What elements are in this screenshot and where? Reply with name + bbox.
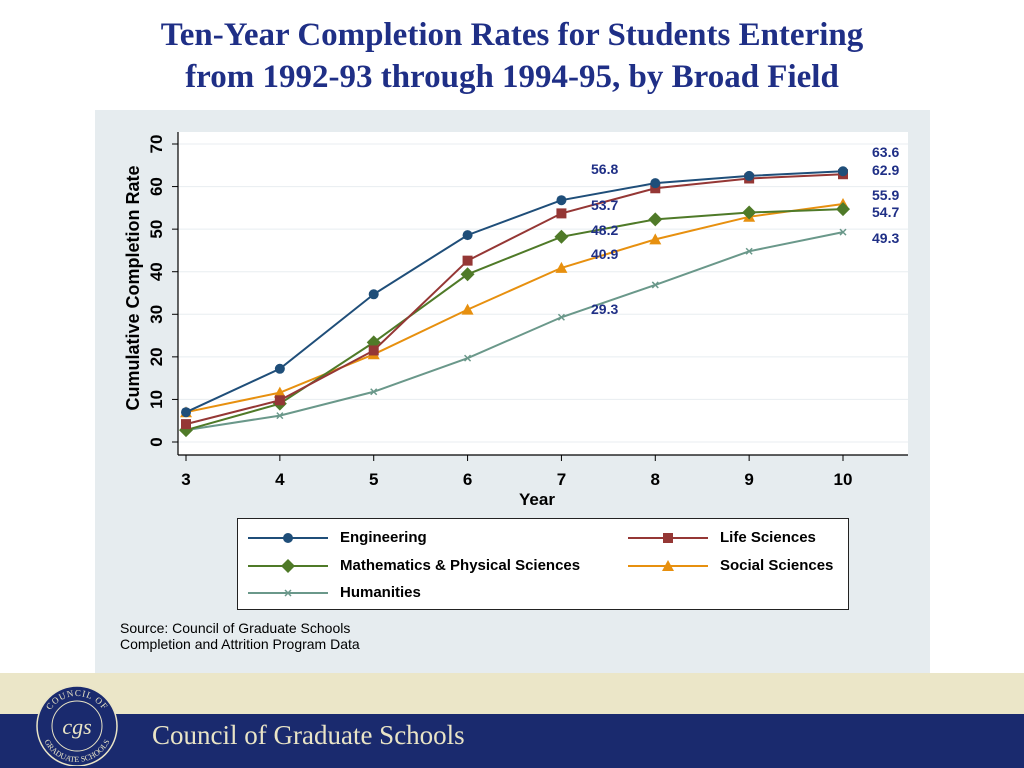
data-point bbox=[556, 195, 567, 206]
y-axis-label: Cumulative Completion Rate bbox=[123, 165, 143, 410]
legend-label: Life Sciences bbox=[720, 529, 816, 546]
y-tick-label: 30 bbox=[147, 305, 166, 324]
chart-legend: Engineering Life Sciences Mathematics & … bbox=[237, 518, 849, 610]
source-line-2: Completion and Attrition Program Data bbox=[120, 636, 360, 652]
legend-marker-diamond-icon bbox=[248, 558, 328, 573]
data-point bbox=[276, 412, 284, 420]
cgs-seal-logo: COUNCIL OF GRADUATE SCHOOLS cgs bbox=[36, 685, 118, 766]
series-line-4 bbox=[185, 231, 844, 432]
data-label: 49.3 bbox=[872, 230, 899, 246]
data-point bbox=[274, 395, 285, 406]
y-tick-label: 70 bbox=[147, 135, 166, 154]
legend-item-engineering: Engineering bbox=[248, 529, 427, 546]
legend-item-life-sciences: Life Sciences bbox=[628, 529, 816, 546]
data-point bbox=[554, 229, 569, 244]
footer-bar bbox=[0, 714, 1024, 768]
x-tick-label: 4 bbox=[275, 470, 285, 489]
data-point bbox=[649, 233, 662, 245]
data-point bbox=[650, 183, 661, 194]
data-label: 53.7 bbox=[591, 197, 618, 213]
data-point bbox=[651, 281, 659, 289]
title-line-2: from 1992-93 through 1994-95, by Broad F… bbox=[185, 59, 839, 95]
data-point bbox=[370, 388, 378, 396]
y-tick-label: 40 bbox=[147, 262, 166, 281]
data-point bbox=[464, 354, 472, 362]
legend-item-social-sciences: Social Sciences bbox=[628, 557, 833, 574]
data-label: 63.6 bbox=[872, 144, 899, 160]
data-point bbox=[742, 205, 757, 220]
legend-item-humanities: Humanities bbox=[248, 584, 421, 601]
data-point bbox=[462, 255, 473, 266]
legend-item-math-physical: Mathematics & Physical Sciences bbox=[248, 557, 580, 574]
y-tick-label: 20 bbox=[147, 347, 166, 366]
data-point bbox=[461, 303, 474, 315]
legend-marker-circle-icon bbox=[248, 532, 328, 543]
legend-label: Mathematics & Physical Sciences bbox=[340, 557, 581, 574]
title-line-1: Ten-Year Completion Rates for Students E… bbox=[160, 17, 864, 53]
data-point bbox=[744, 170, 755, 181]
slide-title: Ten-Year Completion Rates for Students E… bbox=[0, 14, 1024, 98]
legend-marker-square-icon bbox=[628, 532, 708, 543]
x-tick-label: 8 bbox=[651, 470, 660, 489]
x-tick-label: 10 bbox=[834, 470, 853, 489]
data-point bbox=[462, 230, 473, 241]
data-point bbox=[368, 289, 379, 300]
series-line-2 bbox=[185, 208, 844, 432]
x-tick-label: 3 bbox=[181, 470, 190, 489]
data-point bbox=[557, 313, 565, 321]
data-point bbox=[181, 419, 191, 430]
x-tick-label: 5 bbox=[369, 470, 378, 489]
data-point bbox=[555, 261, 568, 273]
data-point bbox=[460, 267, 475, 282]
data-point bbox=[836, 202, 850, 217]
data-label: 48.2 bbox=[591, 222, 618, 238]
series-line-3 bbox=[185, 203, 844, 414]
x-axis-label: Year bbox=[519, 490, 555, 509]
data-label: 56.8 bbox=[591, 161, 618, 177]
data-point bbox=[556, 208, 567, 219]
data-point bbox=[368, 345, 379, 356]
data-point bbox=[650, 178, 661, 189]
y-tick-label: 60 bbox=[147, 177, 166, 196]
seal-initials: cgs bbox=[62, 714, 91, 739]
data-point bbox=[648, 212, 663, 227]
data-label: 62.9 bbox=[872, 162, 899, 178]
series-line-0 bbox=[185, 170, 844, 414]
legend-marker-x-icon bbox=[248, 588, 328, 597]
source-line-1: Source: Council of Graduate Schools bbox=[120, 620, 351, 636]
data-point bbox=[839, 228, 847, 236]
data-label: 55.9 bbox=[872, 187, 899, 203]
legend-label: Social Sciences bbox=[720, 557, 834, 574]
data-point bbox=[745, 247, 753, 255]
data-label: 40.9 bbox=[591, 246, 618, 262]
y-tick-label: 10 bbox=[147, 390, 166, 409]
data-point bbox=[273, 386, 286, 398]
x-tick-label: 7 bbox=[557, 470, 566, 489]
legend-label: Humanities bbox=[340, 584, 421, 601]
legend-label: Engineering bbox=[340, 529, 427, 546]
y-tick-label: 0 bbox=[147, 437, 166, 446]
plot-area bbox=[178, 132, 908, 455]
source-note: Source: Council of Graduate Schools Comp… bbox=[120, 620, 360, 652]
data-label: 29.3 bbox=[591, 301, 618, 317]
data-point bbox=[274, 363, 285, 374]
data-label: 54.7 bbox=[872, 204, 899, 220]
data-point bbox=[838, 166, 848, 177]
data-point bbox=[181, 407, 191, 418]
x-tick-label: 6 bbox=[463, 470, 472, 489]
legend-marker-triangle-icon bbox=[628, 559, 708, 571]
x-tick-label: 9 bbox=[744, 470, 753, 489]
footer-org-name: Council of Graduate Schools bbox=[152, 720, 465, 750]
y-tick-label: 50 bbox=[147, 220, 166, 239]
footer-band bbox=[0, 673, 1024, 714]
series-line-1 bbox=[185, 173, 844, 426]
